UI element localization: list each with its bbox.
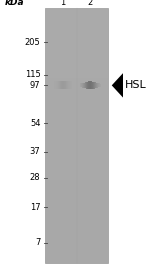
Bar bbox=[45, 78, 108, 85]
Bar bbox=[83, 83, 84, 88]
Text: HSL: HSL bbox=[124, 80, 146, 90]
Bar bbox=[45, 8, 108, 14]
Bar bbox=[71, 81, 72, 89]
Bar bbox=[60, 81, 61, 89]
Bar bbox=[63, 81, 64, 89]
Bar bbox=[45, 8, 108, 263]
Bar bbox=[99, 83, 100, 87]
Text: 54: 54 bbox=[30, 119, 40, 128]
Bar bbox=[45, 53, 108, 59]
Bar bbox=[45, 85, 108, 91]
Text: 205: 205 bbox=[25, 37, 40, 47]
Bar bbox=[93, 82, 94, 89]
Bar bbox=[45, 104, 108, 110]
Bar bbox=[45, 256, 108, 263]
Bar bbox=[45, 117, 108, 123]
Bar bbox=[66, 81, 67, 89]
Text: 115: 115 bbox=[25, 70, 40, 79]
Bar bbox=[45, 59, 108, 66]
Bar bbox=[45, 244, 108, 250]
Text: kDa: kDa bbox=[5, 0, 25, 7]
Bar bbox=[59, 81, 60, 89]
Bar bbox=[45, 199, 108, 205]
Bar bbox=[82, 83, 83, 88]
Bar bbox=[45, 46, 108, 53]
Bar bbox=[45, 174, 108, 180]
Bar bbox=[70, 81, 71, 89]
Bar bbox=[88, 81, 89, 89]
Text: 1: 1 bbox=[60, 0, 66, 7]
Bar bbox=[69, 81, 70, 89]
Bar bbox=[57, 81, 58, 89]
Bar bbox=[45, 180, 108, 186]
Bar bbox=[58, 81, 59, 89]
Bar bbox=[61, 81, 62, 89]
Bar bbox=[97, 83, 98, 88]
Bar bbox=[45, 212, 108, 218]
Bar bbox=[45, 27, 108, 34]
Bar bbox=[45, 40, 108, 46]
Bar bbox=[45, 237, 108, 244]
Bar bbox=[89, 81, 90, 89]
Bar bbox=[92, 82, 93, 89]
Bar bbox=[45, 148, 108, 154]
Bar bbox=[56, 81, 57, 89]
Bar bbox=[85, 82, 86, 89]
Bar bbox=[90, 81, 91, 89]
Text: 28: 28 bbox=[30, 173, 40, 182]
Bar bbox=[64, 81, 65, 89]
Bar bbox=[96, 83, 97, 88]
Bar bbox=[45, 231, 108, 237]
Bar bbox=[80, 83, 81, 87]
Bar bbox=[62, 81, 63, 89]
Bar bbox=[45, 193, 108, 199]
Text: 17: 17 bbox=[30, 203, 40, 212]
Bar bbox=[68, 81, 69, 89]
Bar bbox=[67, 81, 68, 89]
Bar bbox=[81, 83, 82, 88]
Bar bbox=[100, 83, 101, 87]
Bar bbox=[55, 81, 56, 89]
Bar bbox=[45, 97, 108, 104]
Bar bbox=[45, 205, 108, 212]
Bar bbox=[94, 82, 95, 89]
Bar bbox=[45, 21, 108, 27]
Bar bbox=[45, 250, 108, 256]
Bar bbox=[65, 81, 66, 89]
Bar bbox=[45, 167, 108, 174]
Text: 37: 37 bbox=[30, 147, 40, 156]
Bar bbox=[45, 129, 108, 136]
Bar bbox=[45, 154, 108, 161]
Bar bbox=[98, 83, 99, 88]
Bar bbox=[45, 142, 108, 148]
Bar bbox=[84, 83, 85, 88]
Text: 7: 7 bbox=[35, 238, 40, 247]
Bar bbox=[45, 186, 108, 193]
Bar bbox=[45, 91, 108, 97]
Bar bbox=[45, 123, 108, 129]
Bar bbox=[45, 72, 108, 78]
Bar bbox=[45, 218, 108, 225]
Bar bbox=[91, 81, 92, 89]
Bar bbox=[45, 161, 108, 167]
Text: 2: 2 bbox=[87, 0, 93, 7]
Bar bbox=[95, 82, 96, 88]
Bar bbox=[45, 66, 108, 72]
Bar bbox=[86, 82, 87, 89]
Bar bbox=[45, 225, 108, 231]
Text: 97: 97 bbox=[30, 81, 40, 90]
Bar bbox=[45, 34, 108, 40]
Bar bbox=[45, 110, 108, 117]
Bar bbox=[45, 136, 108, 142]
Bar bbox=[87, 82, 88, 89]
Bar bbox=[54, 81, 55, 89]
Polygon shape bbox=[112, 73, 123, 98]
Bar bbox=[45, 15, 108, 21]
